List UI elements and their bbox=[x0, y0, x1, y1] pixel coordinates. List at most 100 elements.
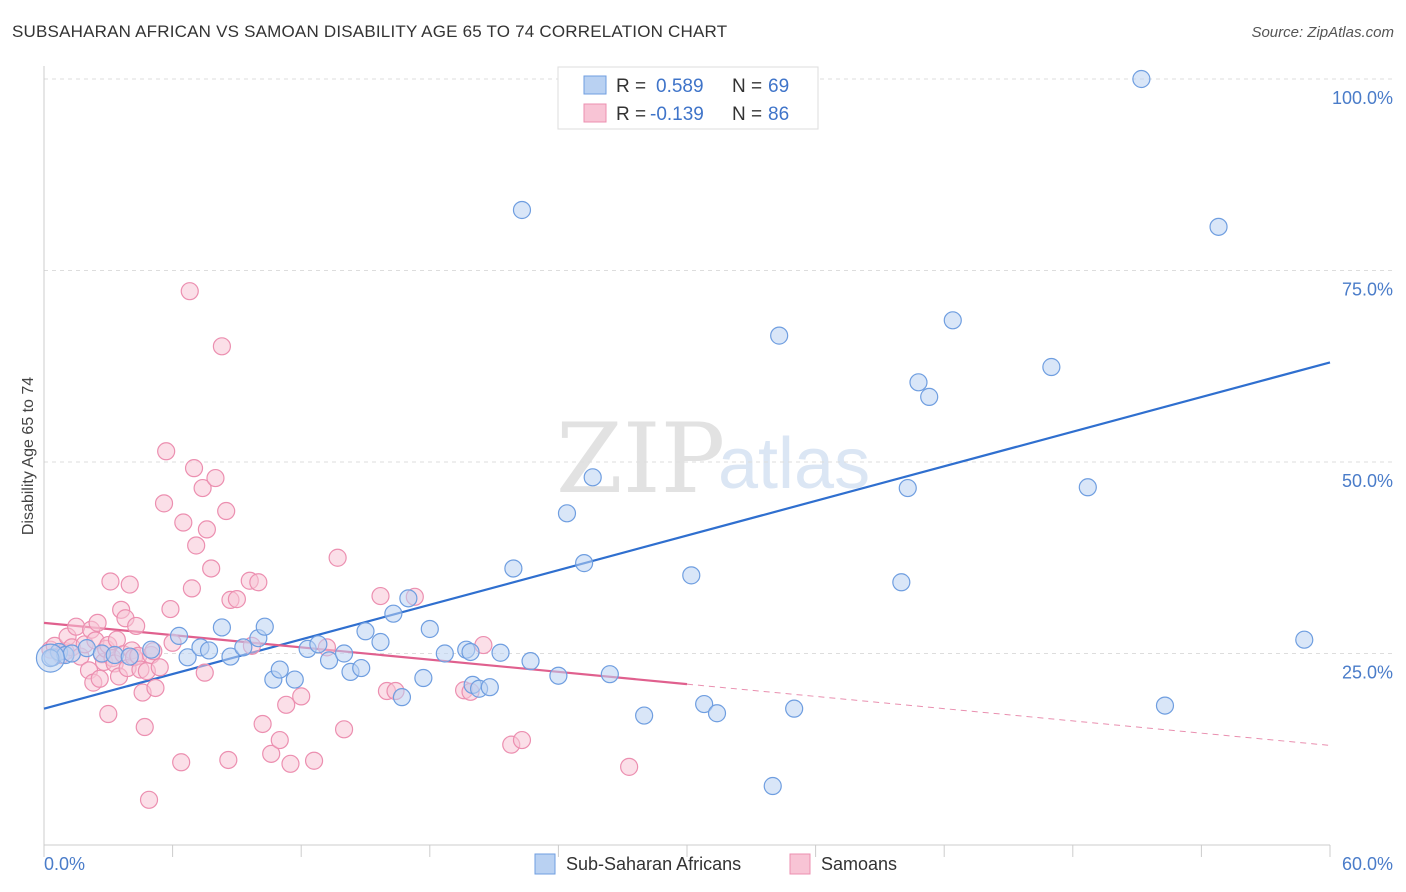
correlation-legend: R = 0.589 N = 69 R = -0.139 N = 86 bbox=[557, 66, 819, 130]
series-legend: Sub-Saharan Africans Samoans bbox=[534, 853, 897, 875]
point-samoan-45 bbox=[161, 599, 180, 619]
point-subsaharan-15 bbox=[234, 638, 253, 657]
legend-n-label-2: N = bbox=[732, 104, 762, 125]
point-subsaharan-6 bbox=[105, 645, 124, 665]
point-subsaharan-30 bbox=[392, 688, 412, 707]
point-samoan-53 bbox=[193, 478, 212, 498]
legend-label-samoans: Samoans bbox=[821, 854, 897, 874]
point-subsaharan-10 bbox=[178, 648, 197, 667]
point-samoan-72 bbox=[304, 751, 324, 770]
point-subsaharan-23 bbox=[319, 651, 339, 670]
legend-swatch-samoans bbox=[789, 853, 811, 875]
legend-swatch-blue bbox=[583, 75, 607, 95]
point-subsaharan-19 bbox=[270, 660, 289, 679]
point-samoan-57 bbox=[206, 468, 225, 488]
legend-n-value-2: 86 bbox=[768, 104, 789, 125]
point-subsaharan-44 bbox=[549, 666, 568, 685]
point-subsaharan-54 bbox=[763, 776, 782, 796]
point-subsaharan-20 bbox=[285, 670, 304, 689]
legend-label-subsaharan: Sub-Saharan Africans bbox=[566, 854, 741, 874]
point-subsaharan-40 bbox=[491, 643, 510, 662]
point-subsaharan-13 bbox=[212, 618, 231, 637]
point-samoan-74 bbox=[328, 548, 347, 567]
data-points bbox=[35, 69, 1314, 809]
y-tick-label-3: 100.0% bbox=[1332, 88, 1393, 108]
point-subsaharan-27 bbox=[356, 622, 375, 641]
point-subsaharan-45 bbox=[557, 504, 577, 523]
point-samoan-65 bbox=[249, 573, 268, 592]
point-samoan-13 bbox=[88, 613, 107, 632]
legend-swatch-subsaharan bbox=[534, 853, 556, 875]
point-subsaharan-17 bbox=[255, 617, 274, 636]
point-subsaharan-65 bbox=[1155, 696, 1175, 715]
point-samoan-41 bbox=[146, 678, 165, 698]
point-subsaharan-34 bbox=[435, 644, 454, 663]
y-tick-label-2: 75.0% bbox=[1342, 280, 1393, 300]
point-subsaharan-49 bbox=[635, 706, 654, 725]
point-subsaharan-62 bbox=[1042, 357, 1061, 377]
gridlines bbox=[44, 78, 1393, 654]
point-samoan-75 bbox=[334, 720, 354, 739]
point-subsaharan-59 bbox=[909, 373, 928, 392]
point-subsaharan-7 bbox=[120, 647, 139, 666]
point-samoan-84 bbox=[512, 730, 532, 750]
source-credit: Source: ZipAtlas.com bbox=[1251, 24, 1394, 41]
y-axis-label: Disability Age 65 to 74 bbox=[20, 377, 37, 535]
point-subsaharan-50 bbox=[682, 566, 701, 585]
point-samoan-43 bbox=[154, 494, 174, 513]
point-subsaharan-cluster bbox=[35, 643, 66, 673]
legend-r-value-1: 0.589 bbox=[656, 76, 704, 97]
y-tick-labels: 25.0% 50.0% 75.0% 100.0% bbox=[1332, 88, 1393, 683]
point-subsaharan-8 bbox=[142, 640, 161, 659]
point-samoan-50 bbox=[182, 579, 201, 598]
point-subsaharan-48 bbox=[600, 665, 619, 684]
legend-n-label-1: N = bbox=[732, 76, 762, 97]
legend-swatch-pink bbox=[583, 103, 607, 123]
watermark-zip: ZIP bbox=[556, 403, 725, 515]
point-subsaharan-33 bbox=[420, 619, 439, 639]
point-subsaharan-67 bbox=[1295, 630, 1314, 649]
point-samoan-19 bbox=[99, 704, 118, 724]
point-samoan-76 bbox=[371, 586, 390, 606]
point-subsaharan-24 bbox=[334, 644, 354, 663]
point-samoan-36 bbox=[135, 717, 154, 737]
point-subsaharan-55 bbox=[770, 326, 789, 345]
point-samoan-54 bbox=[195, 663, 214, 682]
point-samoan-68 bbox=[270, 730, 289, 750]
y-tick-label-0: 25.0% bbox=[1342, 663, 1393, 683]
point-subsaharan-32 bbox=[414, 668, 433, 688]
point-subsaharan-46 bbox=[575, 554, 594, 573]
point-samoan-60 bbox=[219, 750, 238, 770]
point-samoan-29 bbox=[120, 575, 139, 594]
point-subsaharan-43 bbox=[521, 652, 540, 671]
point-subsaharan-56 bbox=[785, 699, 804, 718]
point-subsaharan-9 bbox=[169, 626, 189, 645]
point-subsaharan-61 bbox=[943, 311, 962, 330]
point-samoan-42 bbox=[150, 658, 169, 677]
point-samoan-47 bbox=[172, 753, 191, 772]
point-samoan-6 bbox=[67, 617, 86, 636]
point-samoan-85 bbox=[620, 757, 639, 776]
trend-line-samoans-extension bbox=[686, 683, 1331, 746]
point-samoan-48 bbox=[174, 513, 193, 532]
point-subsaharan-63 bbox=[1078, 478, 1097, 497]
point-samoan-38 bbox=[139, 790, 159, 809]
point-subsaharan-14 bbox=[221, 647, 240, 666]
watermark-atlas: atlas bbox=[718, 424, 870, 504]
legend-r-label-2: R = bbox=[616, 104, 646, 125]
point-subsaharan-51 bbox=[695, 694, 714, 714]
axes bbox=[43, 66, 1331, 857]
point-samoan-59 bbox=[217, 501, 236, 521]
point-samoan-66 bbox=[253, 714, 272, 734]
legend-r-label-1: R = bbox=[616, 76, 646, 97]
point-subsaharan-66 bbox=[1209, 217, 1228, 236]
point-subsaharan-52 bbox=[707, 704, 727, 723]
point-samoan-51 bbox=[184, 459, 204, 478]
point-samoan-56 bbox=[202, 559, 221, 578]
point-subsaharan-47 bbox=[583, 468, 602, 487]
point-subsaharan-28 bbox=[371, 632, 390, 652]
point-samoan-52 bbox=[187, 536, 206, 555]
point-subsaharan-41 bbox=[504, 559, 523, 578]
point-subsaharan-60 bbox=[920, 387, 939, 406]
